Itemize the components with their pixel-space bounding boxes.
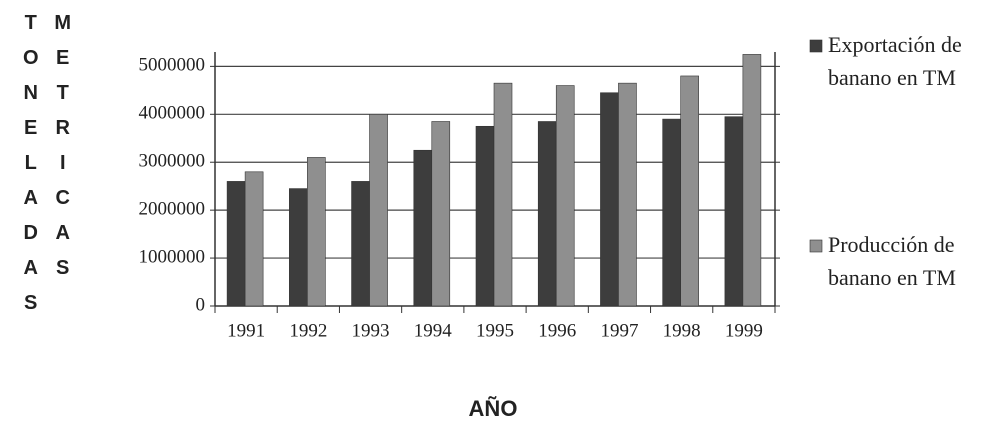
y-tick-label: 5000000 (139, 55, 206, 76)
x-tick-label: 1992 (289, 320, 327, 341)
bar (555, 85, 575, 307)
legend-label: Exportación de banano en TM (828, 32, 962, 90)
legend-swatch (809, 39, 823, 53)
bar (244, 171, 264, 307)
bar (537, 121, 557, 307)
y-tick-label: 0 (196, 294, 206, 315)
x-axis-label: AÑO (469, 396, 518, 421)
bar (662, 118, 681, 307)
x-tick-label: 1999 (725, 320, 763, 341)
legend-label: Producción de banano en TM (828, 232, 956, 290)
bar (493, 82, 513, 307)
bar (226, 181, 246, 307)
y-tick-label: 1000000 (139, 246, 206, 267)
bar (742, 54, 762, 307)
x-tick-label: 1993 (352, 320, 390, 341)
x-tick-label: 1996 (538, 320, 576, 341)
bar (289, 188, 308, 307)
x-tick-label: 1997 (600, 320, 638, 341)
bar (351, 181, 370, 307)
bar (618, 82, 637, 307)
bar (431, 121, 451, 307)
bar (475, 125, 495, 307)
x-tick-label: 1995 (476, 320, 514, 341)
x-tick-label: 1991 (227, 320, 265, 341)
y-tick-label: 2000000 (139, 199, 206, 220)
x-tick-label: 1994 (414, 320, 453, 341)
bar (413, 149, 433, 307)
bar (600, 92, 619, 307)
y-tick-label: 4000000 (139, 103, 206, 124)
y-tick-label: 3000000 (139, 151, 206, 172)
bar (369, 114, 388, 307)
y-axis-label: TONELADAS (20, 12, 42, 327)
bar (724, 116, 744, 307)
y-axis-label: METRICAS (52, 12, 74, 292)
x-tick-label: 1998 (663, 320, 701, 341)
legend-swatch (809, 239, 823, 253)
bar (307, 157, 326, 307)
bar (680, 75, 699, 307)
